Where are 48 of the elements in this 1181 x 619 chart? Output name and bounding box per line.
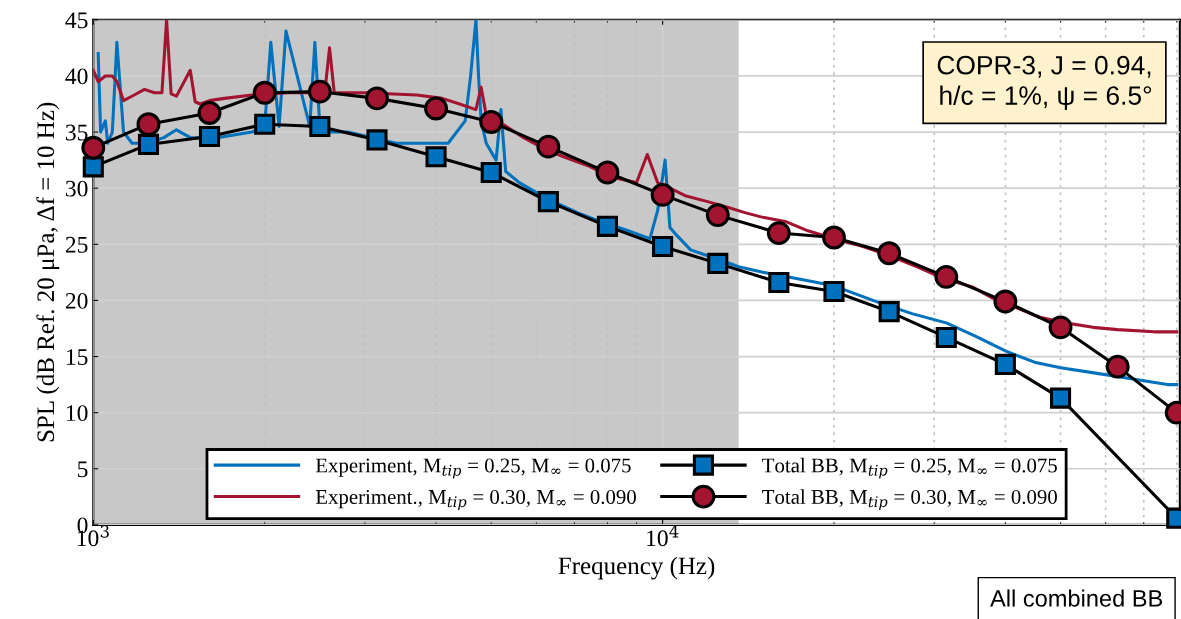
point: [366, 129, 388, 151]
point: [479, 110, 504, 134]
point: [822, 225, 846, 250]
point: [365, 86, 389, 111]
y-tick-label: 40: [65, 68, 88, 85]
x-tick-label: 10$^{4}$: [647, 525, 679, 547]
legend-label: Total BB, M$_{tip}$ = 0.30, M$_{∞}$ = 0.090: [762, 489, 1057, 511]
legend-label: Total BB, M$_{tip}$ = 0.25, M$_{∞}$ = 0.075: [762, 457, 1057, 479]
text: All combined BB: [990, 589, 1163, 607]
point: [1105, 354, 1130, 379]
point: [425, 146, 447, 168]
y-tick-label: 15: [66, 349, 88, 365]
y-axis-title: SPL (dB Ref. 20 μPa, Δf = 10 Hz): [36, 102, 60, 442]
x-axis-title: Frequency (Hz): [558, 556, 715, 580]
point: [935, 326, 957, 349]
point: [993, 289, 1018, 314]
point: [1048, 315, 1073, 340]
point: [934, 264, 959, 289]
point: [650, 182, 675, 207]
point: [596, 215, 618, 237]
point: [82, 156, 104, 178]
point: [823, 280, 845, 302]
y-tick-label: 35: [65, 124, 88, 141]
point: [480, 161, 502, 184]
y-tick-label: 30: [65, 180, 88, 197]
point: [705, 203, 730, 228]
point: [136, 112, 161, 137]
y-tick-label: 25: [65, 236, 88, 253]
point: [878, 301, 900, 323]
point: [652, 235, 674, 258]
y-tick-label: 45: [65, 12, 88, 29]
y-tick-label: 20: [65, 292, 88, 309]
point: [537, 191, 559, 213]
point: [307, 79, 332, 104]
point: [707, 252, 729, 274]
y-tick-label: 5: [78, 461, 88, 478]
point: [424, 96, 449, 121]
legend-label: Experiment, M$_{tip}$ = 0.25, M$_{∞}$ = 0.075: [315, 458, 631, 479]
point: [877, 241, 902, 266]
point: [137, 133, 160, 155]
point: [994, 353, 1016, 375]
annotation: COPR-3, J = 0.94, h/c = 1%, ψ = 6.5°: [937, 55, 1152, 111]
point: [1049, 387, 1072, 409]
legend-label: Experiment., M$_{tip}$ = 0.30, M$_{∞}$ = 0.090: [315, 489, 636, 511]
point: [536, 134, 561, 159]
point: [252, 80, 277, 105]
y-tick-label: 10: [66, 405, 88, 422]
point: [254, 113, 276, 135]
